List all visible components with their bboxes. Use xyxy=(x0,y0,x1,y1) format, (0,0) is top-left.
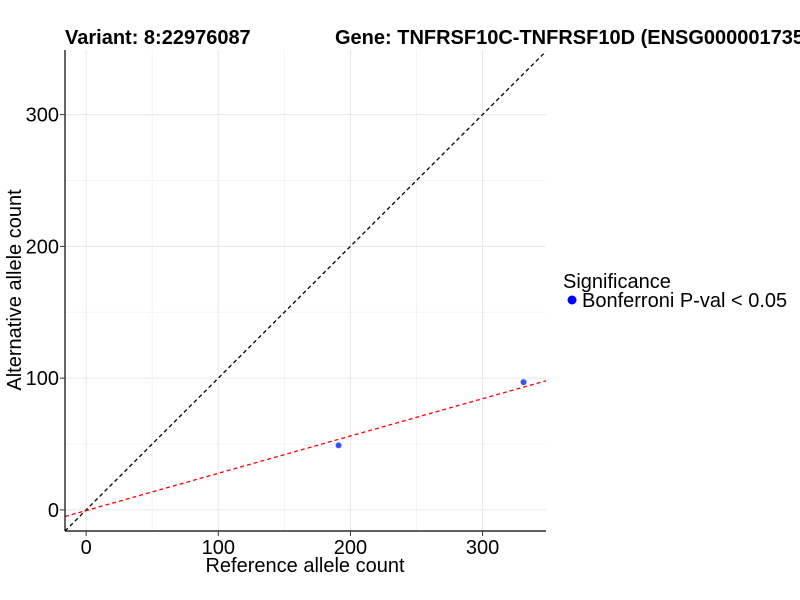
reference-lines xyxy=(65,50,546,531)
legend-label: Bonferroni P-val < 0.05 xyxy=(582,290,787,312)
data-point-0 xyxy=(335,442,342,449)
data-points xyxy=(335,379,527,449)
y-axis-title: Alternative allele count xyxy=(4,189,26,391)
tick-labels: 0 100 200 300 0 100 200 300 xyxy=(26,105,500,559)
legend: Significance Bonferroni P-val < 0.05 xyxy=(563,271,787,312)
y-tick-label-0: 0 xyxy=(48,500,59,522)
x-axis-title: Reference allele count xyxy=(205,555,404,577)
x-tick-label-3: 300 xyxy=(466,537,499,559)
grid-lines xyxy=(65,50,546,531)
data-point-1 xyxy=(520,379,527,386)
gene-title: Gene: TNFRSF10C-TNFRSF10D (ENSG000001735… xyxy=(335,27,800,49)
legend-marker xyxy=(567,295,577,305)
y-tick-label-1: 100 xyxy=(26,368,59,390)
legend-title: Significance xyxy=(563,271,671,293)
variant-title: Variant: 8:22976087 xyxy=(65,27,251,49)
fit-line xyxy=(65,380,546,518)
x-tick-label-0: 0 xyxy=(81,537,92,559)
y-tick-label-2: 200 xyxy=(26,236,59,258)
x-tick-label-2: 200 xyxy=(334,537,367,559)
axes xyxy=(64,50,546,532)
x-tick-label-1: 100 xyxy=(202,537,235,559)
identity-line xyxy=(65,50,546,531)
y-tick-label-3: 300 xyxy=(26,105,59,127)
